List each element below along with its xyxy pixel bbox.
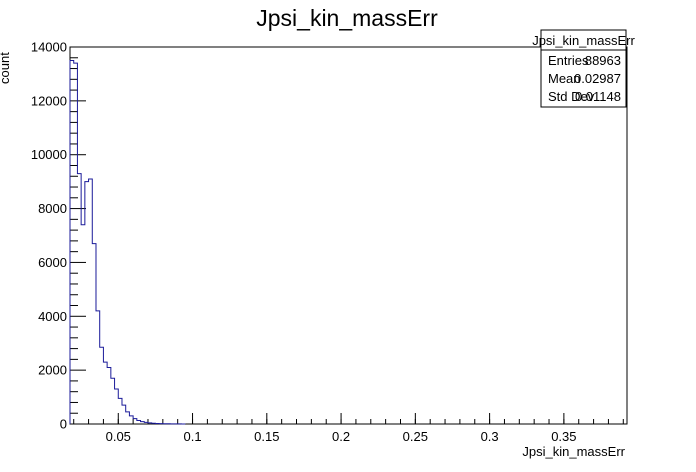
x-tick-label: 0.35 <box>551 429 576 444</box>
stats-stddev-label: Std Dev <box>548 89 595 104</box>
histogram-bins <box>70 60 185 424</box>
x-tick-label: 0.05 <box>106 429 131 444</box>
histogram-bin <box>107 367 111 424</box>
stats-box-frame <box>540 29 627 108</box>
histogram-bin <box>92 244 96 424</box>
y-tick-label: 10000 <box>31 147 67 162</box>
x-tick-label: 0.2 <box>332 429 350 444</box>
histogram-bin <box>70 60 74 424</box>
histogram-bin <box>85 182 89 424</box>
histogram-bin <box>100 347 104 424</box>
x-tick-label: 0.15 <box>254 429 279 444</box>
stats-stddev-value: 0.01148 <box>575 89 621 104</box>
stats-entries-value: 88963 <box>585 53 621 68</box>
histogram-bin <box>126 412 130 424</box>
y-tick-label: 8000 <box>38 201 67 216</box>
stats-box: Jpsi_kin_massErr Entries 88963 Mean 0.02… <box>532 29 635 108</box>
chart-title: Jpsi_kin_massErr <box>256 5 438 31</box>
histogram-bin <box>111 378 115 424</box>
stats-mean-value: 0.02987 <box>574 71 621 86</box>
histogram-bin <box>77 174 81 424</box>
histogram-bin <box>118 398 122 424</box>
histogram-bin <box>133 419 137 424</box>
histogram-outline <box>69 59 186 425</box>
stats-box-title: Jpsi_kin_massErr <box>532 33 635 48</box>
x-tick-label: 0.25 <box>403 429 428 444</box>
stats-mean-label: Mean <box>548 71 581 86</box>
y-tick-label: 14000 <box>31 40 67 55</box>
y-axis-label: count <box>0 52 12 84</box>
y-tick-label: 4000 <box>38 309 67 324</box>
histogram-bin <box>103 362 107 424</box>
y-tick-label: 12000 <box>31 93 67 108</box>
stats-entries-label: Entries <box>548 53 589 68</box>
histogram-bin <box>122 405 126 424</box>
x-axis-label: Jpsi_kin_massErr <box>522 444 625 459</box>
y-tick-label: 2000 <box>38 363 67 378</box>
histogram-bin <box>129 416 133 424</box>
histogram-bin <box>96 311 100 424</box>
x-tick-label: 0.3 <box>481 429 499 444</box>
axis-ticks: 0 2000 4000 6000 8000 10000 12000 14000 0.05 0.1 0… <box>31 40 624 444</box>
y-tick-label: 0 <box>60 417 67 432</box>
histogram-bin <box>137 420 141 424</box>
histogram-bin <box>115 389 119 424</box>
histogram-bin <box>89 179 93 424</box>
histogram-bin <box>81 225 85 424</box>
y-tick-label: 6000 <box>38 255 67 270</box>
x-tick-label: 0.1 <box>184 429 202 444</box>
